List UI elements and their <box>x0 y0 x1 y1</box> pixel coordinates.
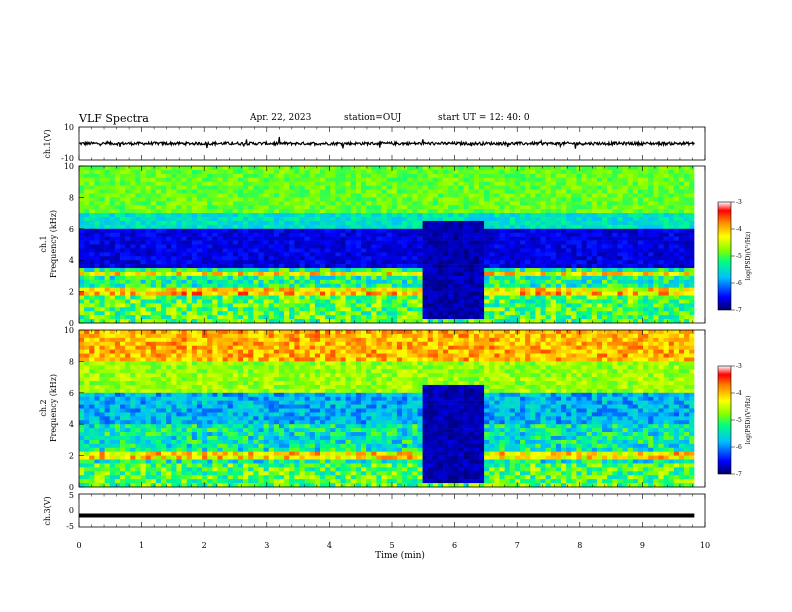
ch1-waveform-trace <box>78 136 695 149</box>
ch1-ylabel: ch.1(V) <box>43 129 52 158</box>
x-tick-label-9: 9 <box>640 541 645 550</box>
ch2-colorbar-ticks: -3 -4 -5 -6 -7 <box>731 363 742 478</box>
chart-title: VLF Spectra <box>79 112 149 125</box>
colorbar-tick-label: -3 <box>736 363 742 370</box>
x-tick-label-0: 0 <box>76 541 81 550</box>
x-tick-label-1: 1 <box>139 541 144 550</box>
x-axis-tick-labels: 0 1 2 3 4 5 6 7 8 9 10 <box>76 541 710 550</box>
ch3-ytick-mid: 0 <box>69 506 74 515</box>
ytick-label-4: 4 <box>69 420 74 429</box>
colorbar-tick-label: -7 <box>736 471 742 478</box>
ch1-ytick-bottom: -10 <box>61 154 74 163</box>
ch1-spectrogram-yticks: 0 2 4 6 8 10 <box>64 162 84 328</box>
ch2-colorbar: -3 -4 -5 -6 -7 log(PSD)(V²/Hz) <box>717 363 752 478</box>
ch1-ytick-top: 10 <box>64 123 74 132</box>
ytick-label-6: 6 <box>69 225 74 234</box>
ch3-ylabel: ch.3(V) <box>43 496 52 525</box>
start-time-label: start UT = 12: 40: 0 <box>438 113 530 123</box>
ch1-colorbar-gradient <box>717 201 732 311</box>
ch2-spectrogram-ylabel: Frequency (kHz) <box>49 374 58 442</box>
ytick-label-10: 10 <box>64 326 74 335</box>
colorbar-tick-label: -6 <box>736 444 742 451</box>
ch1-spectrogram-panel: 0 2 4 6 8 10 ch.1 Frequency (kHz) <box>39 162 706 328</box>
ch1-colorbar-label: log(PSD)(V²/Hz) <box>745 232 752 281</box>
ch3-ytick-bottom: -5 <box>66 522 74 531</box>
ch2-spectrogram-ylabel-channel: ch.2 <box>39 399 48 416</box>
colorbar-tick-label: -6 <box>736 280 742 287</box>
x-tick-label-7: 7 <box>515 541 520 550</box>
ch2-spectrogram-yticks: 0 2 4 6 8 10 <box>64 326 84 492</box>
ch1-colorbar: -3 -4 -5 -6 -7 log(PSD)(V²/Hz) <box>717 199 752 314</box>
ytick-label-2: 2 <box>69 288 74 297</box>
x-tick-label-5: 5 <box>389 541 394 550</box>
x-tick-label-4: 4 <box>327 541 332 550</box>
station-label: station=OUJ <box>344 113 402 123</box>
ch1-spectrogram-ylabel-channel: ch.1 <box>39 235 48 252</box>
colorbar-tick-label: -4 <box>736 226 742 233</box>
ch2-spectrogram-panel: 0 2 4 6 8 10 ch.2 Frequency (kHz) <box>39 326 706 492</box>
x-tick-label-8: 8 <box>577 541 582 550</box>
x-tick-label-2: 2 <box>202 541 207 550</box>
ytick-label-8: 8 <box>69 357 74 366</box>
ch1-colorbar-ticks: -3 -4 -5 -6 -7 <box>731 199 742 314</box>
colorbar-tick-label: -5 <box>736 417 742 424</box>
ch2-spectrogram-image <box>79 330 705 488</box>
colorbar-tick-label: -4 <box>736 390 742 397</box>
x-tick-label-10: 10 <box>700 541 710 550</box>
colorbar-tick-label: -7 <box>736 307 742 314</box>
x-tick-label-6: 6 <box>452 541 457 550</box>
ch1-spectrogram-ylabel: Frequency (kHz) <box>49 210 58 278</box>
ch1-spectrogram-image <box>79 166 705 324</box>
ytick-label-2: 2 <box>69 452 74 461</box>
ytick-label-4: 4 <box>69 256 74 265</box>
ch2-colorbar-label: log(PSD)(V²/Hz) <box>745 396 752 445</box>
ytick-label-6: 6 <box>69 389 74 398</box>
ch3-waveform-panel: 5 0 -5 ch.3(V) <box>43 491 706 531</box>
ch1-waveform-panel: 10 -10 ch.1(V) <box>43 123 706 163</box>
x-axis-label: Time (min) <box>375 550 425 561</box>
ch2-colorbar-gradient <box>717 365 732 475</box>
colorbar-tick-label: -3 <box>736 199 742 206</box>
colorbar-tick-label: -5 <box>736 253 742 260</box>
ytick-label-10: 10 <box>64 162 74 171</box>
date-label: Apr. 22, 2023 <box>250 113 312 123</box>
x-tick-label-3: 3 <box>264 541 269 550</box>
ytick-label-0: 0 <box>69 483 74 492</box>
ytick-label-8: 8 <box>69 193 74 202</box>
x-axis-ticks <box>78 127 706 527</box>
ch3-ytick-top: 5 <box>69 491 74 500</box>
ytick-label-0: 0 <box>69 319 74 328</box>
